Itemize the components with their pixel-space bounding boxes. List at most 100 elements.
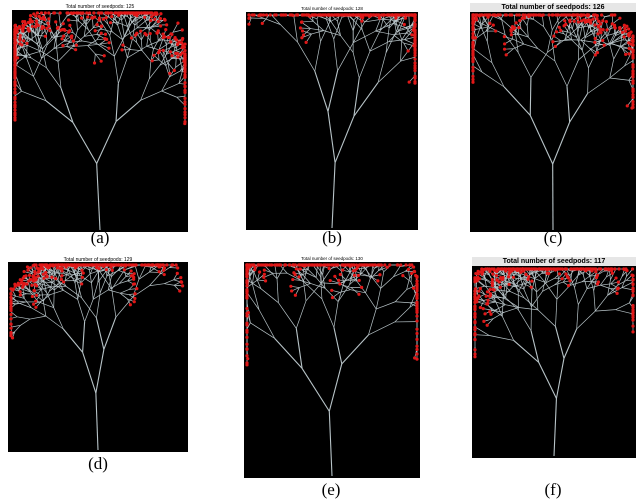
seedpod — [596, 282, 599, 285]
seedpod — [30, 284, 33, 287]
seedpod — [311, 13, 314, 16]
seedpod — [573, 267, 576, 270]
seedpod — [471, 32, 474, 35]
seedpod — [151, 59, 154, 62]
seedpod — [109, 21, 112, 24]
panel-title: Total number of seedpods: 130 — [301, 256, 363, 261]
seedpod — [150, 15, 153, 18]
seedpod — [413, 270, 416, 273]
panel: Total number of seedpods: 128(b) — [246, 6, 418, 247]
seedpod — [631, 82, 634, 85]
seedpod — [471, 78, 474, 81]
seedpod — [330, 13, 333, 16]
seedpod — [13, 96, 16, 99]
seedpod — [168, 72, 171, 75]
seedpod — [515, 21, 518, 24]
seedpod — [597, 25, 600, 28]
seedpod — [32, 279, 35, 282]
seedpod — [67, 18, 70, 21]
seedpod — [484, 267, 487, 270]
seedpod — [247, 13, 250, 16]
seedpod — [374, 13, 377, 16]
seedpod — [105, 38, 108, 41]
seedpod — [269, 13, 272, 16]
seedpod — [288, 263, 291, 266]
seedpod — [276, 263, 279, 266]
seedpod — [75, 44, 78, 47]
seedpod — [413, 82, 416, 85]
seedpod — [170, 263, 173, 266]
seedpod — [524, 13, 527, 16]
seedpod — [564, 13, 567, 16]
seedpod — [294, 263, 297, 266]
seedpod — [128, 263, 131, 266]
seedpod — [570, 267, 573, 270]
seedpod — [62, 22, 65, 25]
seedpod — [47, 11, 50, 14]
seedpod — [34, 300, 37, 303]
seedpod — [9, 301, 12, 304]
seedpod — [117, 14, 120, 17]
seedpod — [413, 57, 416, 60]
seedpod — [611, 13, 614, 16]
seedpod — [300, 263, 303, 266]
seedpod — [594, 37, 597, 40]
seedpod — [20, 43, 23, 46]
seedpod — [563, 19, 566, 22]
seedpod — [163, 273, 166, 276]
panel: Total number of seedpods: 126(c) — [470, 3, 636, 247]
seedpod — [149, 32, 152, 35]
seedpod — [183, 68, 186, 71]
panel: Total number of seedpods: 125(a) — [12, 4, 188, 247]
seedpod — [62, 34, 65, 37]
seedpod — [331, 296, 334, 299]
seedpod — [48, 29, 51, 32]
seedpod — [518, 13, 521, 16]
seedpod — [86, 15, 89, 18]
seedpod — [475, 13, 478, 16]
seedpod — [368, 263, 371, 266]
seedpod — [526, 267, 529, 270]
seedpod — [613, 24, 616, 27]
seedpod — [554, 45, 557, 48]
seedpod — [31, 275, 34, 278]
seedpod — [102, 18, 105, 21]
seedpod — [80, 269, 83, 272]
seedpod — [471, 66, 474, 69]
seedpod — [183, 43, 186, 46]
seedpod — [631, 72, 634, 75]
seedpod — [488, 310, 491, 313]
seedpod — [524, 273, 527, 276]
seedpod — [558, 272, 561, 275]
seedpod — [22, 276, 25, 279]
seedpod — [473, 305, 476, 308]
seedpod — [348, 265, 351, 268]
seedpod — [410, 33, 413, 36]
seedpod — [507, 275, 510, 278]
seedpod — [140, 263, 143, 266]
seedpod — [631, 53, 634, 56]
seedpod — [383, 263, 386, 266]
seedpod — [391, 13, 394, 16]
seedpod — [99, 263, 102, 266]
seedpod — [631, 318, 634, 321]
seedpod — [13, 67, 16, 70]
seedpod — [44, 35, 47, 38]
seedpod — [379, 263, 382, 266]
seedpod — [610, 267, 613, 270]
seedpod — [14, 27, 17, 30]
seedpod — [564, 23, 567, 26]
seedpod — [339, 273, 342, 276]
seedpod — [13, 116, 16, 119]
seedpod — [53, 11, 56, 14]
seedpod — [483, 312, 486, 315]
seedpod — [289, 285, 292, 288]
seedpod — [357, 274, 360, 277]
seedpod — [497, 13, 500, 16]
seedpod — [124, 263, 127, 266]
seedpod — [176, 55, 179, 58]
seedpod — [59, 11, 62, 14]
seedpod — [263, 273, 266, 276]
seedpod — [631, 103, 634, 106]
seedpod — [263, 268, 266, 271]
